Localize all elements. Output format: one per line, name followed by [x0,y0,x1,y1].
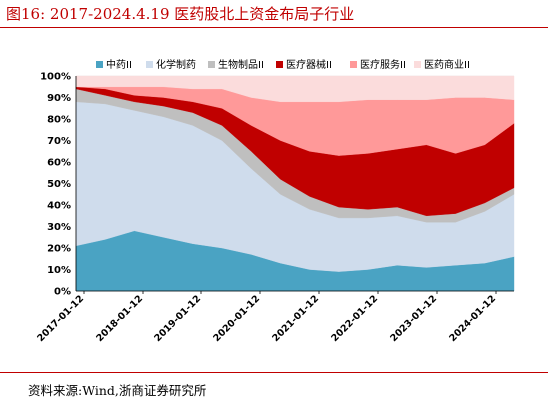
legend-label: 医疗服务II [360,58,406,71]
series-area [75,75,515,102]
footer-divider [0,372,548,373]
title-divider [0,27,548,28]
legend-swatch [276,61,283,68]
legend-label: 医药商业II [424,58,470,71]
legend-label: 化学制药 [156,58,196,71]
y-tick-label: 50% [47,179,71,190]
legend-swatch [96,61,103,68]
y-tick-label: 30% [47,222,71,233]
legend-item: 生物制品II [208,58,264,71]
x-tick-label: 2018-01-12 [94,293,145,344]
series-areas [75,75,515,292]
y-tick-label: 90% [47,93,71,104]
x-tick-label: 2023-01-12 [388,293,439,344]
figure-title: 图16: 2017-2024.4.19 医药股北上资金布局子行业 [6,5,355,23]
y-tick-label: 60% [47,158,71,169]
legend-item: 医疗服务II [350,58,406,71]
legend-swatch [208,61,215,68]
legend-swatch [350,61,357,68]
x-tick-label: 2022-01-12 [329,293,380,344]
legend-item: 医疗器械II [276,58,332,71]
y-tick-label: 20% [47,244,71,255]
legend-item: 医药商业II [414,58,470,71]
source-note: 资料来源:Wind,浙商证券研究所 [28,383,207,398]
y-tick-label: 0% [54,287,71,298]
y-tick-label: 100% [40,72,71,83]
y-tick-label: 40% [47,201,71,212]
legend-swatch [146,61,153,68]
y-tick-label: 10% [47,265,71,276]
legend-item: 中药II [96,58,132,71]
x-tick-label: 2024-01-12 [447,293,498,344]
y-tick-label: 80% [47,115,71,126]
legend-label: 生物制品II [218,58,264,71]
legend-item: 化学制药 [146,58,196,71]
legend: 中药II 化学制药 生物制品II 医疗器械II 医疗服务II 医药商业II [96,58,470,71]
stacked-area-chart: 中药II 化学制药 生物制品II 医疗器械II 医疗服务II 医药商业II 0% 10% 20… [35,58,515,344]
x-tick-label: 2017-01-12 [35,293,86,344]
legend-label: 医疗器械II [286,58,332,71]
x-tick-label: 2021-01-12 [270,293,321,344]
y-tick-label: 70% [47,136,71,147]
x-tick-label: 2020-01-12 [211,293,262,344]
x-tick-label: 2019-01-12 [152,293,203,344]
legend-swatch [414,61,421,68]
legend-label: 中药II [106,58,132,71]
